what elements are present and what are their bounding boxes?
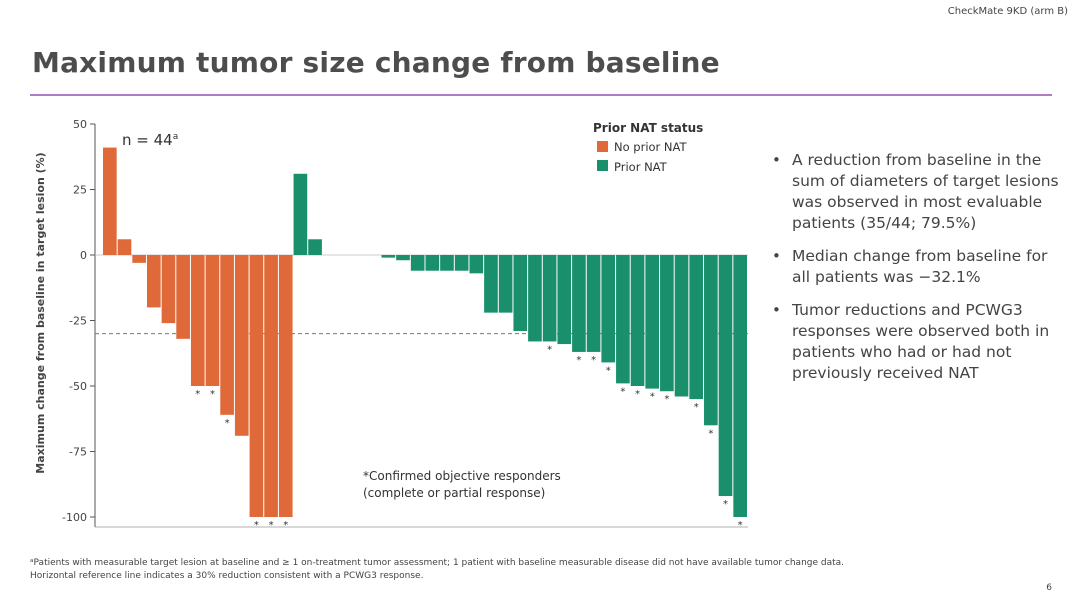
responder-asterisk: * [650, 392, 655, 403]
bullet-text: Median change from baseline for all pati… [792, 247, 1048, 286]
bar [425, 255, 440, 271]
bar [249, 255, 264, 517]
bar [220, 255, 234, 415]
n-annotation-text: n = 44 [122, 131, 173, 149]
bar [674, 255, 689, 397]
bullet-item: • Median change from baseline for all pat… [768, 246, 1068, 288]
responder-note-line2: (complete or partial response) [363, 486, 545, 500]
responder-asterisk: * [694, 402, 699, 413]
bar [513, 255, 528, 331]
responder-asterisk: * [635, 389, 640, 400]
page-number: 6 [1046, 583, 1052, 593]
responder-asterisk: * [225, 418, 230, 429]
responder-asterisk: * [195, 389, 200, 400]
bar [440, 255, 454, 271]
bar [689, 255, 704, 400]
footnote-line2: Horizontal reference line indicates a 30… [30, 571, 424, 581]
bar [528, 255, 542, 342]
bar [557, 255, 572, 345]
bar [410, 255, 425, 271]
bar [484, 255, 498, 313]
waterfall-chart: 50 25 0 -25 -50 -75 -100 * * * * * * * * * * * * * * * * * * Ma… [34, 118, 748, 531]
bar [733, 255, 747, 517]
bullet-text: Tumor reductions and PCWG3 responses wer… [792, 301, 1050, 382]
bar [264, 255, 278, 517]
responder-markers: * * * * * * * * * * * * * * * * * * [195, 344, 742, 531]
legend-swatch-prior-nat [597, 160, 608, 171]
title-divider [30, 94, 1052, 96]
bar [117, 239, 132, 255]
bar [645, 255, 660, 389]
footnote: ᵃPatients with measurable target lesion … [30, 557, 1030, 583]
bar [630, 255, 645, 386]
bar [498, 255, 513, 313]
y-tick-label: 25 [73, 184, 87, 197]
bullet-text: A reduction from baseline in the sum of … [792, 151, 1059, 232]
responder-asterisk: * [283, 520, 288, 531]
y-tick-label: -50 [69, 380, 87, 393]
n-annotation-superscript: a [173, 132, 179, 142]
bar [601, 255, 616, 363]
bar [308, 239, 322, 255]
page-title: Maximum tumor size change from baseline [32, 46, 720, 79]
bar [572, 255, 586, 352]
bar [176, 255, 190, 339]
bar [396, 255, 410, 261]
responder-note-line1: *Confirmed objective responders [363, 469, 561, 483]
responder-asterisk: * [620, 386, 625, 397]
responder-asterisk: * [723, 499, 728, 510]
bars-group [103, 147, 747, 517]
bar [293, 173, 308, 255]
bar [660, 255, 674, 392]
bar [542, 255, 557, 342]
y-axis-label: Maximum change from baseline in target l… [34, 152, 47, 473]
y-tick-label: 0 [80, 249, 87, 262]
legend-title: Prior NAT status [593, 121, 703, 135]
responder-asterisk: * [269, 520, 274, 531]
bar [205, 255, 220, 386]
bullet-item: • A reduction from baseline in the sum of… [768, 150, 1068, 234]
n-annotation: n = 44a [122, 131, 178, 149]
bar [103, 147, 117, 255]
bar [234, 255, 249, 436]
y-tick-label: -75 [69, 446, 87, 459]
bar [704, 255, 718, 426]
responder-asterisk: * [547, 344, 552, 355]
responder-asterisk: * [591, 355, 596, 366]
bullet-item: • Tumor reductions and PCWG3 responses we… [768, 300, 1068, 384]
summary-bullets: • A reduction from baseline in the sum of… [768, 150, 1068, 396]
responder-asterisk: * [254, 520, 259, 531]
responder-asterisk: * [606, 365, 611, 376]
legend-swatch-no-prior-nat [597, 141, 608, 152]
responder-asterisk: * [738, 520, 743, 531]
legend-label-prior-nat: Prior NAT [614, 160, 668, 174]
footnote-line1: ᵃPatients with measurable target lesion … [30, 558, 845, 568]
bullet-dot: • [772, 151, 781, 169]
bar [616, 255, 630, 384]
responder-asterisk: * [708, 428, 713, 439]
study-label: CheckMate 9KD (arm B) [947, 6, 1068, 17]
bar [190, 255, 205, 386]
bullet-dot: • [772, 301, 781, 319]
responder-asterisk: * [664, 394, 669, 405]
bar [132, 255, 146, 263]
legend: Prior NAT status No prior NAT Prior NAT [593, 121, 703, 174]
bar [146, 255, 161, 308]
bullet-dot: • [772, 247, 781, 265]
bar [718, 255, 733, 497]
bar [278, 255, 293, 517]
legend-label-no-prior-nat: No prior NAT [614, 140, 688, 154]
y-tick-label: -100 [62, 511, 87, 524]
bar [161, 255, 176, 324]
responder-asterisk: * [576, 355, 581, 366]
bar [381, 255, 396, 258]
bar [586, 255, 601, 352]
y-tick-label: -25 [69, 315, 87, 328]
responder-asterisk: * [210, 389, 215, 400]
bar [469, 255, 484, 274]
y-tick-label: 50 [73, 118, 87, 131]
bar [454, 255, 469, 271]
